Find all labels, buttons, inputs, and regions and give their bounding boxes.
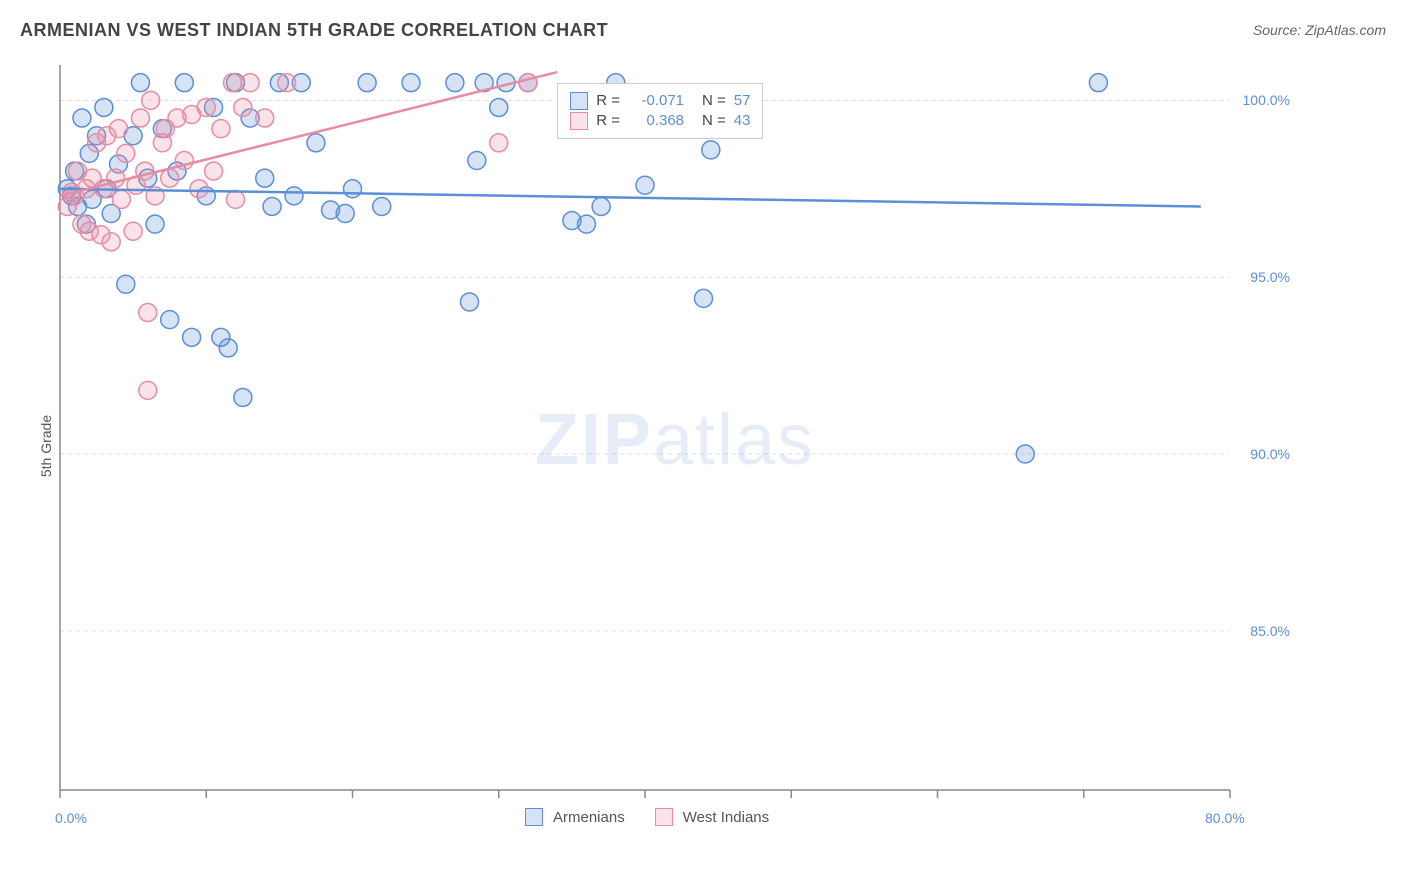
n-label: N = — [702, 112, 726, 129]
data-point — [183, 328, 201, 346]
data-point — [234, 388, 252, 406]
data-point — [263, 197, 281, 215]
data-point — [73, 109, 91, 127]
data-point — [146, 215, 164, 233]
legend-swatch — [570, 112, 588, 130]
data-point — [197, 98, 215, 116]
data-point — [139, 304, 157, 322]
data-point — [224, 74, 242, 92]
data-point — [219, 339, 237, 357]
data-point — [490, 134, 508, 152]
data-point — [139, 381, 157, 399]
data-point — [695, 289, 713, 307]
data-point — [117, 275, 135, 293]
x-tick-label: 0.0% — [55, 810, 87, 826]
legend-label: Armenians — [553, 809, 625, 826]
data-point — [358, 74, 376, 92]
legend-swatch — [525, 808, 543, 826]
n-value: 43 — [734, 112, 751, 129]
data-point — [702, 141, 720, 159]
data-point — [227, 190, 245, 208]
data-point — [490, 98, 508, 116]
data-point — [175, 74, 193, 92]
source-attribution: Source: ZipAtlas.com — [1253, 22, 1386, 38]
data-point — [131, 74, 149, 92]
data-point — [190, 180, 208, 198]
scatter-chart — [50, 60, 1300, 820]
data-point — [468, 151, 486, 169]
data-point — [161, 169, 179, 187]
data-point — [461, 293, 479, 311]
data-point — [307, 134, 325, 152]
data-point — [373, 197, 391, 215]
stats-legend-row: R = 0.368 N = 43 — [570, 112, 750, 130]
data-point — [234, 98, 252, 116]
y-tick-label: 100.0% — [1243, 92, 1290, 108]
y-tick-label: 85.0% — [1250, 623, 1290, 639]
legend-swatch — [570, 92, 588, 110]
data-point — [1089, 74, 1107, 92]
n-label: N = — [702, 92, 726, 109]
data-point — [112, 190, 130, 208]
y-tick-label: 95.0% — [1250, 269, 1290, 285]
x-tick-label: 80.0% — [1205, 810, 1245, 826]
data-point — [636, 176, 654, 194]
data-point — [285, 187, 303, 205]
data-point — [110, 120, 128, 138]
legend-swatch — [655, 808, 673, 826]
data-point — [1016, 445, 1034, 463]
y-tick-label: 90.0% — [1250, 446, 1290, 462]
r-label: R = — [596, 92, 620, 109]
data-point — [344, 180, 362, 198]
data-point — [117, 144, 135, 162]
r-value: 0.368 — [628, 112, 684, 129]
data-point — [578, 215, 596, 233]
data-point — [592, 197, 610, 215]
data-point — [241, 74, 259, 92]
r-value: -0.071 — [628, 92, 684, 109]
r-label: R = — [596, 112, 620, 129]
data-point — [519, 74, 537, 92]
data-point — [446, 74, 464, 92]
chart-title: ARMENIAN VS WEST INDIAN 5TH GRADE CORREL… — [20, 20, 608, 41]
stats-legend: R = -0.071 N = 57 R = 0.368 N = 43 — [557, 83, 763, 139]
data-point — [161, 311, 179, 329]
data-point — [256, 109, 274, 127]
data-point — [95, 98, 113, 116]
data-point — [336, 205, 354, 223]
data-point — [212, 120, 230, 138]
data-point — [142, 91, 160, 109]
data-point — [278, 74, 296, 92]
n-value: 57 — [734, 92, 751, 109]
data-point — [205, 162, 223, 180]
legend-label: West Indians — [683, 809, 769, 826]
series-legend: Armenians West Indians — [525, 808, 789, 826]
data-point — [102, 233, 120, 251]
data-point — [256, 169, 274, 187]
data-point — [124, 222, 142, 240]
plot-area: ZIPatlas — [50, 60, 1300, 820]
data-point — [402, 74, 420, 92]
data-point — [131, 109, 149, 127]
stats-legend-row: R = -0.071 N = 57 — [570, 92, 750, 110]
